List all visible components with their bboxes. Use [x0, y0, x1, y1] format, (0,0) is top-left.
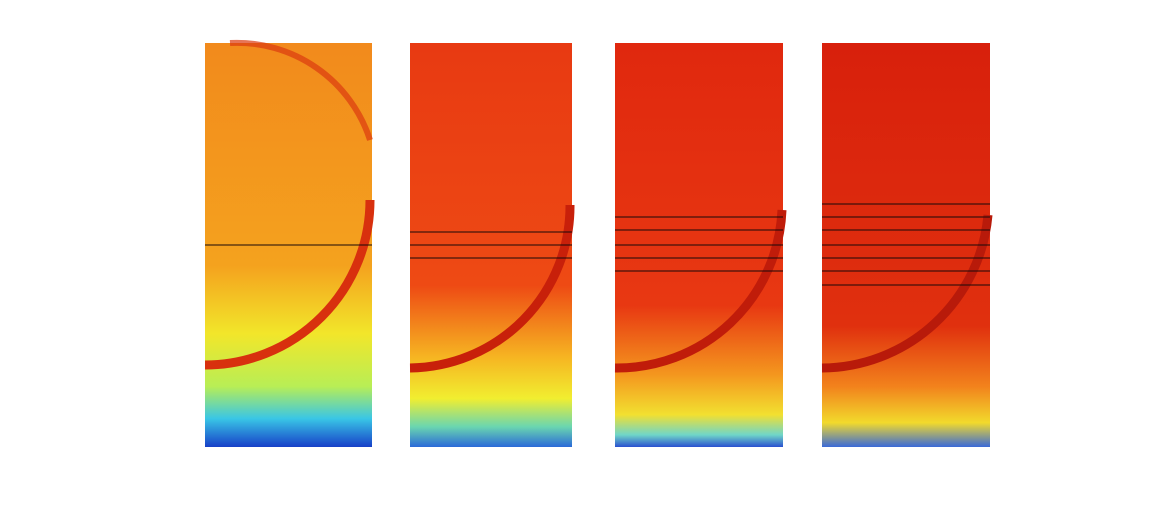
wavefront [821, 214, 993, 373]
panel-1 [204, 39, 375, 447]
panel-2 [409, 43, 575, 447]
panel-3 [614, 43, 787, 447]
wavefront [409, 204, 575, 373]
wavefront [204, 199, 375, 370]
panel-4 [821, 43, 993, 447]
wavefront [229, 39, 373, 141]
